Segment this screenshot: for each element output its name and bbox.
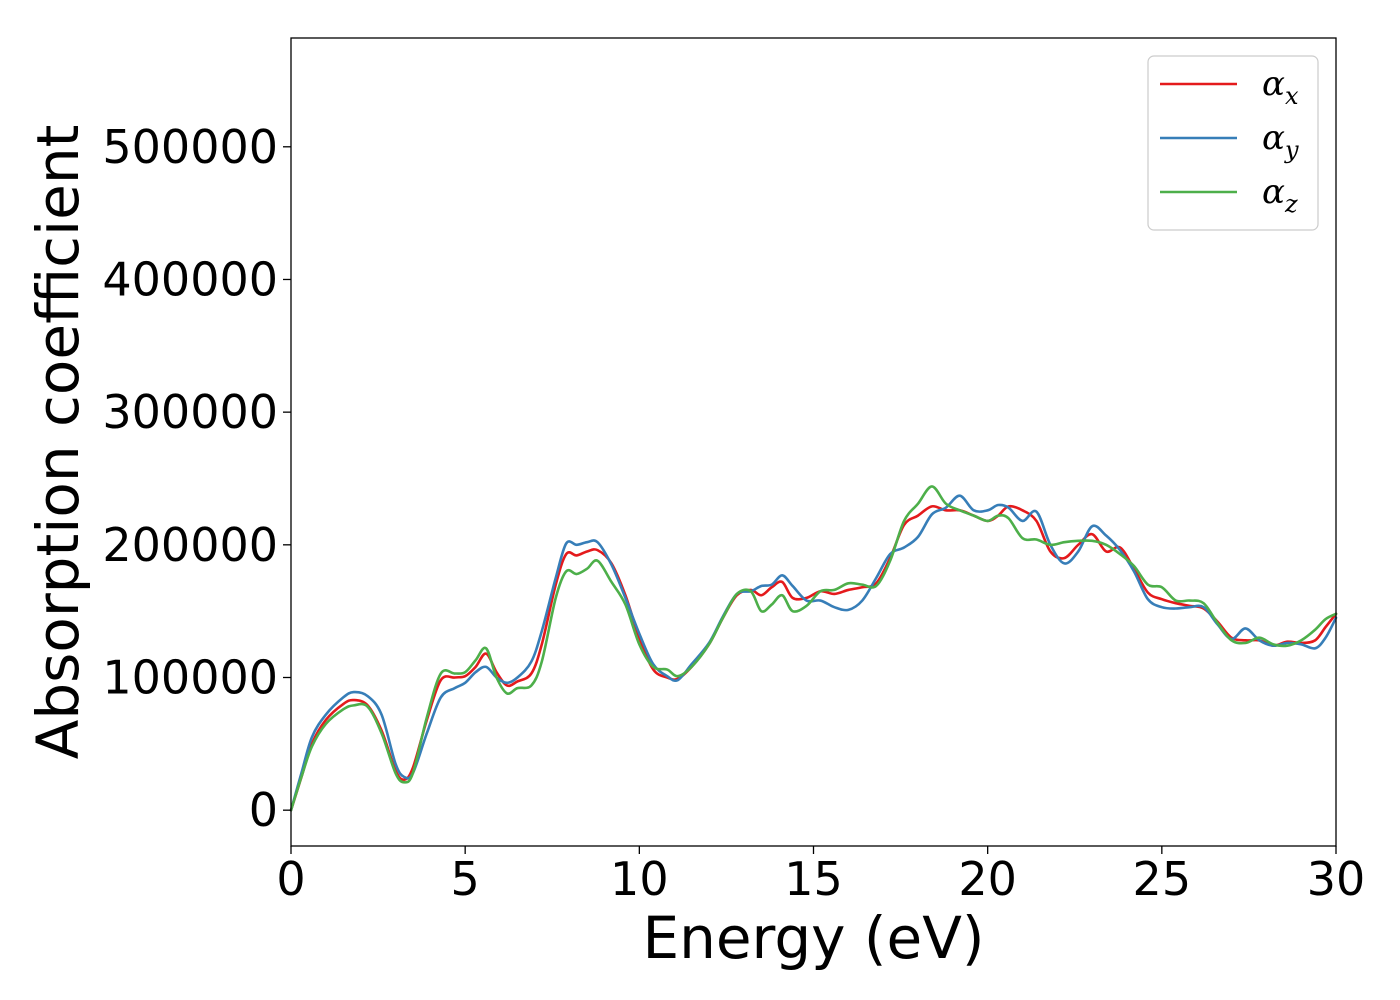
- series-line-alpha-x: [289, 504, 1338, 812]
- x-tick-label: 5: [451, 852, 480, 906]
- x-tick-label: 25: [1133, 852, 1192, 906]
- x-tick-label: 15: [784, 852, 843, 906]
- x-tick-label: 0: [276, 852, 305, 906]
- x-axis-ticks: 0 5 10 15 20 25 30: [276, 846, 1365, 906]
- x-tick-label: 20: [958, 852, 1017, 906]
- y-tick-label: 300000: [102, 385, 278, 439]
- series-layer: [289, 485, 1338, 812]
- y-axis-label: Absorption coefficient: [24, 125, 92, 760]
- legend-frame: [1147, 55, 1319, 231]
- x-tick-label: 10: [610, 852, 669, 906]
- series-line-alpha-y: [289, 494, 1338, 812]
- y-axis-ticks: 0 100000 200000 300000 400000 500000: [102, 120, 291, 837]
- y-tick-label: 200000: [102, 518, 278, 572]
- y-tick-label: 500000: [102, 120, 278, 174]
- y-tick-label: 100000: [102, 651, 278, 705]
- y-tick-label: 400000: [102, 252, 278, 306]
- x-tick-label: 30: [1307, 852, 1366, 906]
- x-axis-label: Energy (eV): [642, 904, 984, 972]
- series-line-alpha-z: [289, 485, 1338, 812]
- y-tick-label: 0: [249, 783, 278, 837]
